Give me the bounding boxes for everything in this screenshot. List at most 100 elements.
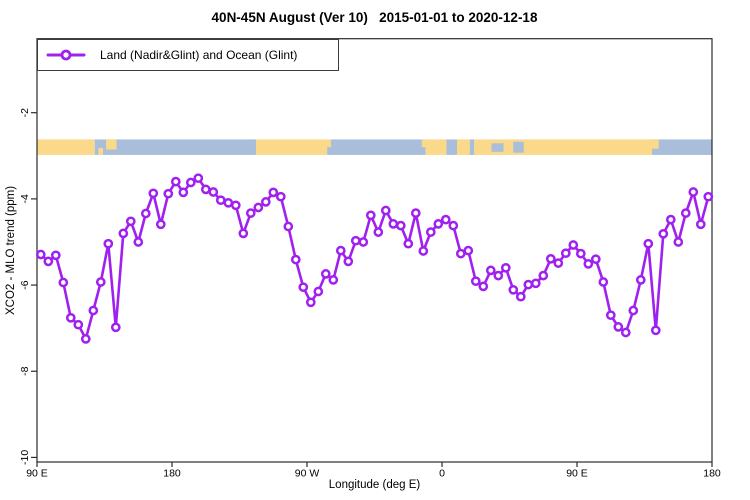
data-point — [365, 210, 376, 221]
data-point — [643, 238, 654, 249]
data-point — [223, 197, 234, 208]
data-point — [125, 216, 136, 227]
data-point — [245, 208, 256, 218]
data-point — [73, 319, 84, 330]
data-point — [478, 281, 489, 292]
data-point — [493, 270, 504, 281]
data-point — [335, 245, 346, 256]
data-point — [215, 195, 226, 206]
plot-frame — [36, 38, 713, 463]
data-point — [583, 259, 594, 269]
data-point — [560, 248, 571, 259]
y-tick-label: -8 — [19, 366, 31, 375]
data-point — [320, 269, 331, 279]
map-strip-land-patch — [652, 139, 659, 149]
data-point — [455, 248, 466, 259]
legend-line-marker-icon — [46, 49, 86, 61]
data-point — [500, 262, 511, 273]
data-point — [58, 277, 69, 288]
data-point — [343, 256, 354, 267]
data-point — [508, 284, 519, 295]
data-point — [35, 249, 46, 260]
y-tick-label: -4 — [19, 194, 31, 203]
map-strip-land-segment — [37, 139, 95, 155]
map-strip-ocean-patch — [513, 141, 524, 153]
data-point — [313, 286, 324, 297]
x-tick-label: 90 W — [295, 468, 320, 480]
data-point — [440, 214, 451, 225]
data-point — [688, 187, 699, 197]
data-point — [283, 221, 294, 232]
data-point — [703, 191, 714, 202]
data-point — [275, 191, 286, 202]
data-point — [395, 220, 406, 231]
data-point — [43, 256, 54, 267]
x-tick-label: 180 — [163, 468, 181, 480]
x-tick-label: 0 — [439, 468, 445, 480]
x-axis-label: Longitude (deg E) — [328, 479, 421, 491]
data-point — [538, 270, 549, 281]
map-strip-ocean-segment — [469, 139, 475, 155]
x-tick-label: 90 E — [26, 468, 48, 480]
chart-title: 40N-45N August (Ver 10) 2015-01-01 to 20… — [211, 10, 538, 25]
data-point — [425, 227, 436, 237]
data-point — [260, 197, 271, 207]
map-strip-land-patch — [98, 147, 103, 155]
data-point — [665, 214, 676, 225]
x-tick-label: 180 — [703, 468, 721, 480]
data-point — [410, 208, 421, 218]
data-point — [95, 277, 106, 287]
data-point — [485, 265, 496, 276]
data-point — [178, 187, 189, 198]
map-strip-ocean-patch — [327, 147, 331, 155]
map-strip-ocean-patch — [491, 143, 504, 152]
data-point — [148, 188, 159, 199]
data-point — [575, 248, 586, 259]
data-point — [530, 278, 541, 289]
data-point — [553, 258, 564, 268]
map-strip-ocean-segment — [94, 139, 256, 155]
data-point — [238, 228, 249, 239]
y-tick-label: -6 — [19, 280, 31, 289]
map-strip-ocean-patch — [252, 139, 256, 147]
data-point — [200, 184, 211, 195]
data-point — [193, 173, 204, 184]
y-axis-label: XCO2 - MLO trend (ppm) — [5, 185, 17, 315]
data-point — [65, 312, 76, 323]
data-point — [545, 253, 556, 264]
data-point — [613, 322, 624, 332]
data-point — [133, 237, 144, 247]
data-point — [658, 228, 669, 239]
data-point — [110, 322, 121, 333]
data-point — [695, 219, 706, 230]
data-point — [463, 245, 474, 256]
data-point — [620, 327, 631, 338]
legend-label: Land (Nadir&Glint) and Ocean (Glint) — [100, 48, 298, 62]
data-point — [50, 250, 61, 261]
data-point — [433, 219, 444, 229]
data-point — [80, 334, 91, 344]
data-point — [140, 208, 151, 219]
map-strip-land-segment — [256, 139, 331, 155]
data-point — [253, 202, 264, 213]
data-point — [598, 277, 609, 287]
x-tick-label: 90 E — [566, 468, 588, 480]
data-point — [380, 205, 391, 216]
legend: Land (Nadir&Glint) and Ocean (Glint) — [37, 39, 339, 71]
y-tick-label: -10 — [19, 450, 31, 465]
map-strip-ocean-segment — [652, 139, 712, 155]
data-point — [298, 282, 309, 293]
data-point — [163, 188, 174, 199]
data-point — [118, 228, 129, 239]
map-strip-land-patch — [106, 139, 117, 150]
data-point — [650, 325, 661, 336]
data-point — [418, 246, 429, 256]
data-point — [568, 240, 579, 250]
data-point — [628, 305, 639, 316]
data-point — [605, 310, 616, 321]
data-point — [103, 238, 114, 249]
data-point — [230, 200, 241, 211]
data-point — [470, 276, 481, 287]
